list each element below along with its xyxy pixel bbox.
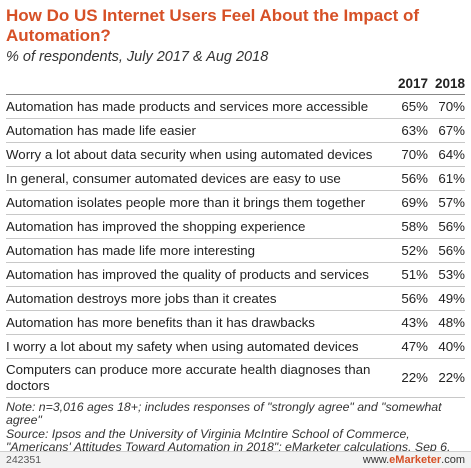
- value-2018: 57%: [438, 194, 465, 210]
- brand-name: eMarketer: [389, 454, 442, 466]
- table-row: I worry a lot about my safety when using…: [6, 335, 465, 359]
- row-label: I worry a lot about my safety when using…: [6, 338, 359, 354]
- brand-prefix: www.: [362, 454, 390, 466]
- row-label: Worry a lot about data security when usi…: [6, 146, 373, 162]
- table-body: Automation has made products and service…: [6, 95, 465, 398]
- value-2017: 58%: [401, 218, 428, 234]
- source-text: Source: Ipsos and the University of Virg…: [6, 426, 451, 467]
- table-row: Automation has improved the shopping exp…: [6, 215, 465, 239]
- table-row: Automation has made life easier 63% 67%: [6, 119, 465, 143]
- table-row: Automation has made life more interestin…: [6, 239, 465, 263]
- value-2018: 70%: [438, 98, 465, 114]
- chart-subtitle: % of respondents, July 2017 & Aug 2018: [6, 49, 269, 65]
- value-2017: 56%: [401, 290, 428, 306]
- chart-id: 242351: [6, 454, 42, 466]
- table-row: In general, consumer automated devices a…: [6, 167, 465, 191]
- row-label: Automation has made life more interestin…: [6, 242, 256, 258]
- column-header-2018: 2018: [434, 76, 465, 91]
- data-table: 2017 2018 Automation has made products a…: [6, 72, 465, 398]
- table-row: Worry a lot about data security when usi…: [6, 143, 465, 167]
- value-2018: 48%: [438, 314, 465, 330]
- value-2017: 47%: [401, 338, 428, 354]
- value-2017: 51%: [401, 266, 428, 282]
- value-2018: 56%: [438, 218, 465, 234]
- row-label: Automation has improved the shopping exp…: [6, 218, 306, 234]
- row-label: Automation destroys more jobs than it cr…: [6, 290, 277, 306]
- value-2017: 63%: [401, 122, 428, 138]
- row-label: Automation has more benefits than it has…: [6, 314, 315, 330]
- value-2017: 56%: [401, 170, 428, 186]
- value-2017: 43%: [401, 314, 428, 330]
- value-2018: 49%: [438, 290, 465, 306]
- value-2017: 70%: [401, 146, 428, 162]
- row-label: Automation has improved the quality of p…: [6, 266, 369, 282]
- value-2018: 40%: [438, 338, 465, 354]
- note-text: Note: n=3,016 ages 18+; includes respons…: [6, 400, 442, 428]
- brand-suffix: .com: [441, 454, 465, 466]
- table-header: 2017 2018: [6, 72, 465, 95]
- value-2018: 61%: [438, 170, 465, 186]
- row-label: Computers can produce more accurate heal…: [6, 362, 371, 393]
- value-2017: 22%: [401, 370, 428, 385]
- table-row: Computers can produce more accurate heal…: [6, 359, 465, 398]
- column-header-2017: 2017: [397, 76, 428, 91]
- value-2018: 56%: [438, 242, 465, 258]
- value-2018: 53%: [438, 266, 465, 282]
- value-2018: 22%: [438, 370, 465, 385]
- chart-title: How Do US Internet Users Feel About the …: [6, 6, 420, 45]
- value-2017: 69%: [401, 194, 428, 210]
- row-label: Automation has made life easier: [6, 122, 196, 138]
- notes: Note: n=3,016 ages 18+; includes respons…: [6, 400, 465, 467]
- table-row: Automation has improved the quality of p…: [6, 263, 465, 287]
- table-row: Automation has made products and service…: [6, 95, 465, 119]
- row-label: Automation has made products and service…: [6, 98, 369, 114]
- table-row: Automation has more benefits than it has…: [6, 311, 465, 335]
- table-row: Automation destroys more jobs than it cr…: [6, 287, 465, 311]
- value-2017: 52%: [401, 242, 428, 258]
- table-row: Automation isolates people more than it …: [6, 191, 465, 215]
- footer-bar: 242351 www.eMarketer.com: [0, 451, 471, 468]
- value-2018: 64%: [438, 146, 465, 162]
- value-2018: 67%: [438, 122, 465, 138]
- row-label: Automation isolates people more than it …: [6, 194, 366, 210]
- brand-logo: www.eMarketer.com: [363, 454, 465, 466]
- value-2017: 65%: [401, 98, 428, 114]
- row-label: In general, consumer automated devices a…: [6, 170, 341, 186]
